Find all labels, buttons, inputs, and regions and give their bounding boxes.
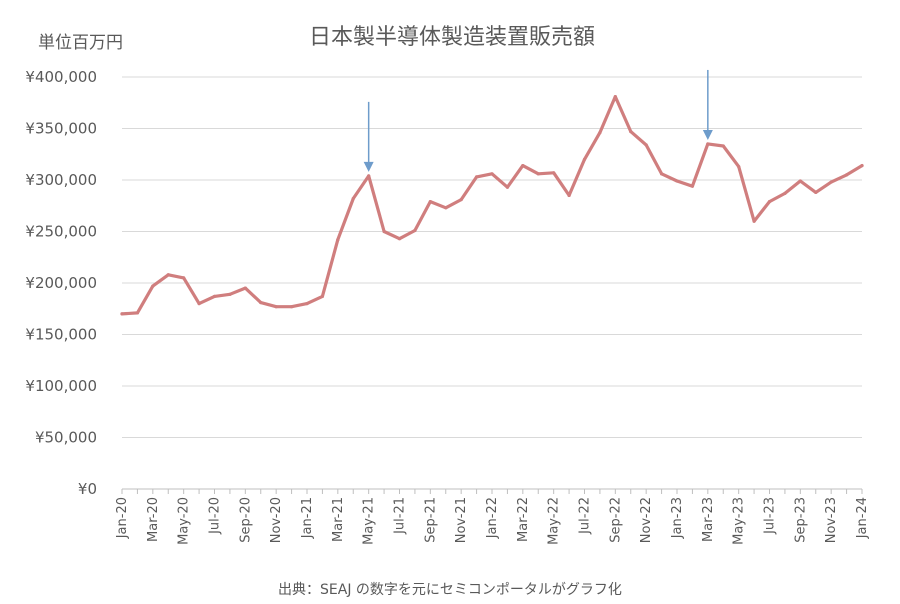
y-tick-label: ¥150,000	[25, 326, 97, 344]
data-point	[767, 200, 772, 204]
data-point	[367, 174, 371, 178]
data-point	[259, 300, 263, 305]
data-point	[382, 229, 386, 234]
data-point	[151, 284, 155, 288]
annotation-arrow	[363, 101, 374, 172]
y-tick-label: ¥0	[78, 480, 97, 498]
data-point	[536, 172, 540, 176]
x-tick-label: Mar-23	[701, 497, 716, 542]
data-point	[629, 129, 633, 134]
x-tick-label: Mar-21	[331, 497, 346, 542]
data-point	[567, 193, 571, 198]
annotation-arrows	[363, 69, 713, 172]
data-point	[798, 179, 802, 183]
x-tick-label: Nov-21	[454, 497, 469, 543]
data-point	[120, 312, 124, 316]
data-point	[752, 219, 756, 223]
data-point	[721, 144, 725, 148]
source-note: 出典：SEAJ の数字を元にセミコンポータルがグラフ化	[278, 582, 622, 598]
data-point	[675, 179, 679, 183]
x-tick-label: Nov-22	[639, 497, 654, 543]
annotation-arrow	[702, 69, 713, 140]
x-tick-label: May-20	[177, 497, 192, 545]
data-point	[490, 172, 494, 176]
x-tick-label: Jul-22	[578, 497, 593, 535]
data-point	[197, 302, 201, 306]
y-axis-unit-label: 単位百万円	[38, 33, 123, 53]
x-tick-label: Sep-23	[793, 497, 808, 543]
x-tick-label: May-22	[547, 497, 562, 545]
y-tick-label: ¥50,000	[35, 429, 97, 447]
y-tick-label: ¥400,000	[25, 68, 97, 86]
x-tick-label: Nov-23	[824, 497, 839, 543]
y-tick-label: ¥200,000	[25, 274, 97, 292]
data-point	[243, 286, 247, 290]
data-point	[814, 190, 818, 194]
data-point	[659, 172, 664, 176]
data-point	[860, 163, 864, 168]
gridlines	[122, 76, 862, 438]
data-point	[474, 175, 479, 179]
x-tick-label: Jul-20	[208, 497, 223, 535]
x-tick-label: Mar-22	[516, 497, 531, 542]
chart-title: 日本製半導体製造装置販売額	[309, 25, 595, 50]
data-point	[783, 191, 787, 195]
data-point	[598, 131, 602, 135]
data-point	[582, 157, 587, 161]
x-tick-label: Jan-23	[670, 497, 685, 539]
data-point	[737, 165, 741, 169]
arrow-head	[363, 161, 374, 172]
x-tick-label: Jul-23	[763, 497, 778, 535]
x-tick-label: Jan-21	[300, 497, 315, 539]
data-point	[444, 206, 448, 210]
data-point	[844, 173, 849, 177]
data-point	[552, 171, 556, 175]
data-point	[228, 292, 232, 296]
arrow-head	[702, 129, 713, 140]
x-tick-label: Jan-20	[115, 497, 130, 539]
x-tick-label: Sep-21	[423, 497, 438, 543]
data-point	[274, 305, 278, 309]
x-axis-ticks: Jan-20 Mar-20 May-20 Jul-20 Sep-20 Nov-20 Jan-…	[115, 497, 870, 545]
data-point	[706, 142, 710, 146]
series-layer	[120, 94, 864, 316]
x-tick-label: Nov-20	[269, 497, 284, 543]
x-tick-label: May-23	[732, 497, 747, 545]
x-tick-label: Sep-20	[238, 497, 253, 543]
x-tick-label: Mar-20	[146, 497, 161, 542]
data-point	[644, 143, 648, 147]
y-tick-label: ¥350,000	[25, 120, 97, 138]
x-tick-label: Jan-22	[485, 497, 500, 539]
data-point	[459, 197, 463, 202]
x-tick-label: Sep-22	[608, 497, 623, 543]
data-point	[521, 163, 525, 168]
y-tick-label: ¥300,000	[25, 171, 97, 189]
x-tick-label: Jul-21	[393, 497, 408, 535]
y-tick-label: ¥100,000	[25, 377, 97, 395]
data-point	[613, 94, 617, 99]
x-tick-label: May-21	[362, 497, 377, 545]
data-point	[428, 200, 432, 204]
data-point	[305, 302, 309, 306]
data-point	[135, 311, 140, 315]
data-point	[182, 276, 186, 280]
y-tick-label: ¥250,000	[25, 223, 97, 241]
series-line	[120, 94, 864, 316]
data-point	[320, 294, 325, 298]
data-point	[336, 238, 340, 242]
data-point	[397, 237, 402, 241]
data-point	[166, 273, 170, 277]
data-point	[413, 228, 417, 233]
y-axis-ticks: ¥0 ¥50,000 ¥100,000 ¥150,000 ¥200,000 ¥250,00…	[25, 68, 97, 498]
data-point	[505, 185, 510, 189]
data-point	[289, 305, 294, 309]
data-point	[829, 180, 833, 184]
data-point	[351, 196, 355, 201]
x-axis	[121, 488, 863, 494]
data-point	[690, 184, 695, 188]
x-tick-label: Jan-24	[855, 497, 870, 539]
data-point	[212, 294, 217, 298]
